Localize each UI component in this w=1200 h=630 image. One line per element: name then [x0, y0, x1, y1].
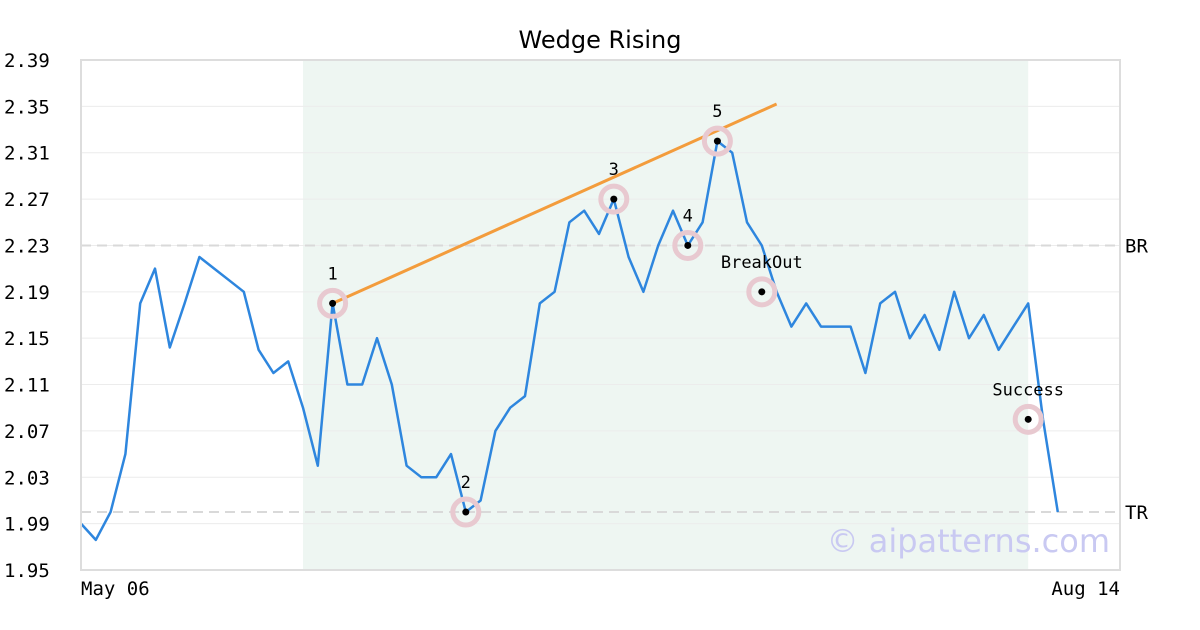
reference-lines: BR TR [81, 235, 1148, 524]
pattern-point-markers: 1 2 3 4 5 BreakOut Success [317, 102, 1064, 528]
y-tick-label: 2.31 [4, 143, 50, 165]
marker-dot [329, 299, 337, 307]
y-tick-label: 2.19 [4, 282, 50, 304]
marker-halo [672, 229, 704, 261]
annotation-label: 1 [327, 264, 337, 284]
y-tick-label: 2.35 [4, 96, 50, 118]
marker-dot [758, 288, 766, 296]
y-tick-label: 2.27 [4, 189, 50, 211]
marker-dot [462, 508, 470, 516]
annotation-label: 3 [609, 160, 619, 180]
x-axis-start-label: May 06 [81, 578, 150, 600]
marker-halo [701, 125, 733, 157]
price-series-line [80, 139, 1060, 542]
y-tick-label: 2.11 [4, 375, 50, 397]
y-tick-label: 2.23 [4, 235, 50, 257]
marker-dot [610, 195, 618, 203]
y-axis-ticks: 2.39 2.35 2.31 2.27 2.23 2.19 2.15 2.11 2.07 2.03… [4, 50, 50, 582]
marker-halo [317, 287, 349, 319]
y-tick-label: 2.07 [4, 421, 50, 443]
marker-halo [450, 496, 482, 528]
marker-halo [1012, 403, 1044, 435]
pattern-band [303, 60, 1029, 570]
marker-dot [684, 241, 692, 249]
plot-frame [80, 59, 1121, 571]
chart-title: Wedge Rising [519, 26, 682, 54]
y-tick-label: 2.39 [4, 50, 50, 72]
annotation-label: Success [992, 380, 1064, 400]
y-tick-label: 2.15 [4, 328, 50, 350]
y-tick-label: 1.95 [4, 560, 50, 582]
annotation-label: 5 [712, 102, 722, 122]
marker-halo [598, 183, 630, 215]
annotation-label: 4 [683, 206, 693, 226]
marker-dot [1024, 415, 1032, 423]
annotation-label: BreakOut [721, 253, 803, 273]
annotation-label: 2 [461, 473, 471, 493]
y-tick-label: 1.99 [4, 514, 50, 536]
marker-dot [713, 137, 721, 145]
y-tick-label: 2.03 [4, 467, 50, 489]
x-axis-end-label: Aug 14 [1051, 578, 1120, 600]
watermark: © aipatterns.com [827, 522, 1110, 560]
reference-line-label: TR [1125, 502, 1148, 524]
marker-halo [746, 276, 778, 308]
reference-line-label: BR [1125, 235, 1148, 257]
